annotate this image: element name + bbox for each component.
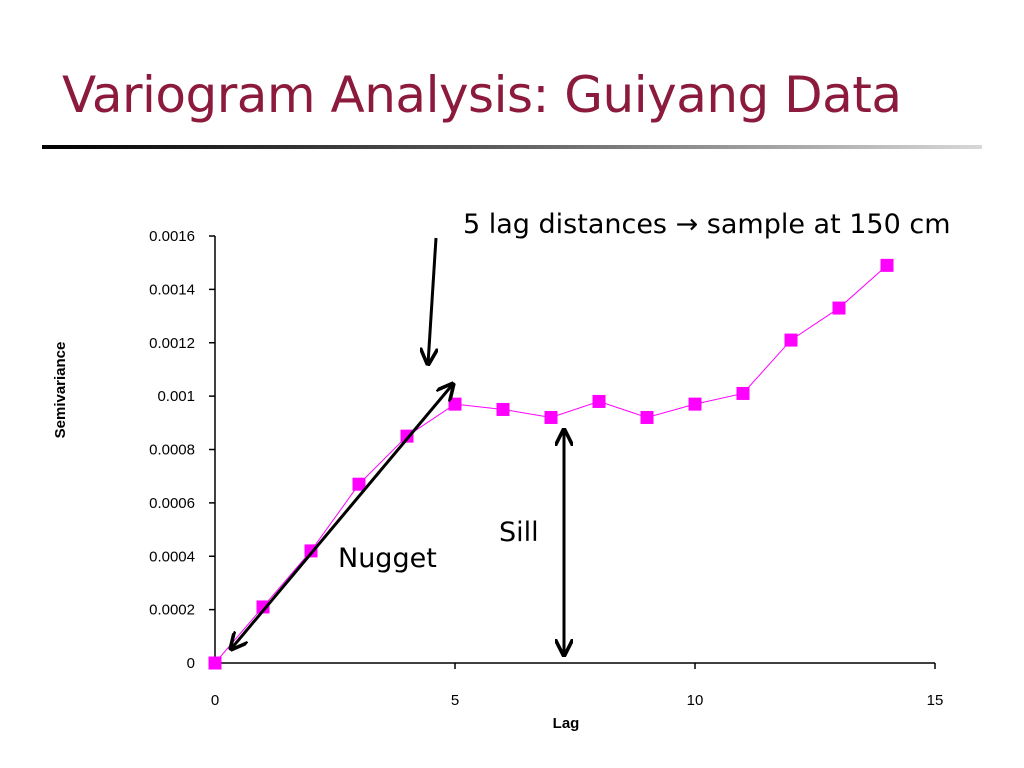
sill-label: Sill — [499, 517, 539, 548]
y-tick-label: 0.0016 — [149, 228, 195, 245]
x-tick-label: 0 — [211, 692, 219, 709]
data-point — [592, 394, 606, 408]
data-point — [208, 656, 222, 670]
y-tick-label: 0.0008 — [149, 442, 195, 459]
x-tick-label: 5 — [451, 692, 459, 709]
title-divider — [42, 145, 982, 149]
y-tick-label: 0.0012 — [149, 335, 195, 352]
y-tick-label: 0 — [187, 655, 195, 672]
x-tick-label: 15 — [927, 692, 944, 709]
y-tick-labels: 0 0.0002 0.0004 0.0006 0.0008 0.001 0.0012 0.00… — [149, 228, 195, 672]
y-axis-title: Semivariance — [52, 342, 69, 439]
x-tick-label: 10 — [687, 692, 704, 709]
y-tick-label: 0.0002 — [149, 602, 195, 619]
series-layer — [208, 258, 894, 670]
data-point — [736, 386, 750, 400]
x-axis — [214, 662, 936, 669]
data-point — [880, 258, 894, 272]
x-axis-title: Lag — [553, 715, 580, 732]
x-tick-labels: 0 5 10 15 — [211, 692, 944, 709]
lag-note-arrow — [428, 237, 436, 364]
data-point — [496, 402, 510, 416]
y-tick-label: 0.0014 — [149, 281, 195, 298]
data-point — [832, 301, 846, 315]
nugget-label: Nugget — [338, 543, 437, 574]
lag-note-label: 5 lag distances → sample at 150 cm — [463, 209, 951, 240]
data-point — [640, 410, 654, 424]
series-line — [214, 264, 888, 664]
data-point — [544, 410, 558, 424]
y-axis — [209, 235, 216, 664]
y-tick-label: 0.0004 — [149, 548, 195, 565]
data-point — [784, 333, 798, 347]
data-point — [448, 397, 462, 411]
nugget-arrow — [231, 384, 453, 649]
y-tick-label: 0.001 — [157, 388, 195, 405]
slide-title: Variogram Analysis: Guiyang Data — [62, 66, 902, 124]
y-tick-label: 0.0006 — [149, 495, 195, 512]
data-point — [688, 397, 702, 411]
